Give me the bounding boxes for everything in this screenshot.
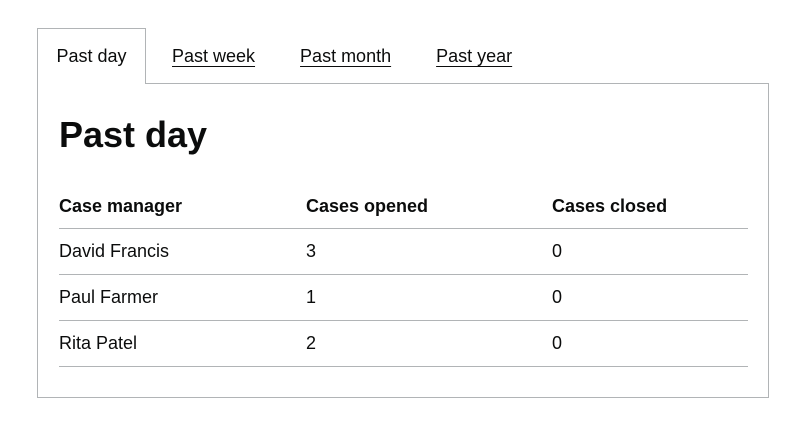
cases-closed-cell: 0	[552, 228, 748, 275]
column-header-cases-opened: Cases opened	[306, 185, 552, 229]
cases-table: Case manager Cases opened Cases closed D…	[59, 185, 748, 367]
cases-closed-cell: 0	[552, 320, 748, 367]
cases-closed-cell: 0	[552, 274, 748, 321]
table-row: Rita Patel 2 0	[59, 320, 748, 367]
table-row: Paul Farmer 1 0	[59, 274, 748, 321]
column-header-case-manager: Case manager	[59, 185, 306, 229]
tabs-list: Past day Past week Past month Past year	[37, 28, 597, 84]
case-manager-cell: Rita Patel	[59, 320, 306, 367]
table-header-row: Case manager Cases opened Cases closed	[59, 185, 748, 229]
tab-past-month[interactable]: Past month	[300, 45, 392, 66]
case-manager-cell: Paul Farmer	[59, 274, 306, 321]
cases-opened-cell: 1	[306, 274, 552, 321]
cases-opened-cell: 2	[306, 320, 552, 367]
tab-past-year[interactable]: Past year	[436, 45, 513, 66]
column-header-cases-closed: Cases closed	[552, 185, 748, 229]
table-row: David Francis 3 0	[59, 228, 748, 275]
tab-past-week[interactable]: Past week	[172, 45, 256, 66]
panel-title: Past day	[59, 114, 208, 155]
tab-past-day[interactable]: Past day	[37, 28, 146, 84]
case-manager-cell: David Francis	[59, 228, 306, 275]
tab-panel-past-day: Past day Case manager Cases opened Cases…	[37, 83, 769, 398]
cases-opened-cell: 3	[306, 228, 552, 275]
